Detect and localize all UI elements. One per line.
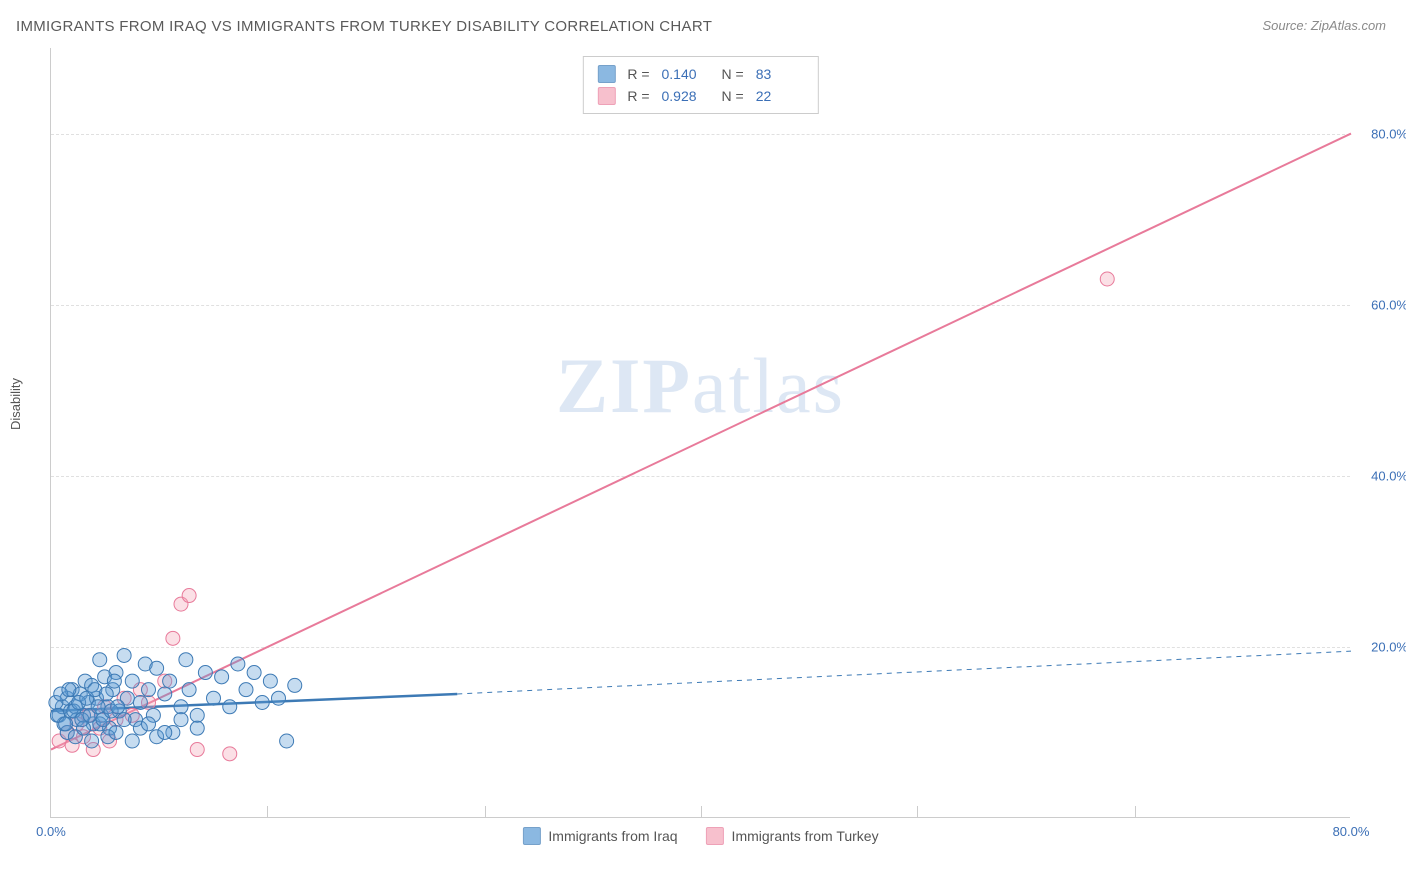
y-tick-label: 60.0%: [1371, 297, 1406, 312]
turkey-r-value: 0.928: [662, 88, 710, 104]
y-tick-label: 80.0%: [1371, 126, 1406, 141]
swatch-turkey: [597, 87, 615, 105]
y-tick-label: 40.0%: [1371, 468, 1406, 483]
legend-stats-box: R = 0.140 N = 83 R = 0.928 N = 22: [582, 56, 818, 114]
legend-label-turkey: Immigrants from Turkey: [732, 828, 879, 844]
chart-plot-area: ZIPatlas R = 0.140 N = 83 R = 0.928 N = …: [50, 48, 1350, 818]
legend-stats-row-iraq: R = 0.140 N = 83: [597, 63, 803, 85]
turkey-n-value: 22: [756, 88, 804, 104]
bottom-legend: Immigrants from Iraq Immigrants from Tur…: [522, 827, 878, 845]
iraq-n-value: 83: [756, 66, 804, 82]
legend-stats-row-turkey: R = 0.928 N = 22: [597, 85, 803, 107]
r-label: R =: [627, 66, 649, 82]
r-label: R =: [627, 88, 649, 104]
source-attribution: Source: ZipAtlas.com: [1262, 18, 1386, 33]
legend-label-iraq: Immigrants from Iraq: [548, 828, 677, 844]
legend-item-iraq: Immigrants from Iraq: [522, 827, 677, 845]
swatch-iraq: [597, 65, 615, 83]
x-tick-label: 80.0%: [1333, 824, 1370, 839]
swatch-turkey: [706, 827, 724, 845]
n-label: N =: [722, 66, 744, 82]
n-label: N =: [722, 88, 744, 104]
legend-item-turkey: Immigrants from Turkey: [706, 827, 879, 845]
swatch-iraq: [522, 827, 540, 845]
x-tick-label: 0.0%: [36, 824, 66, 839]
y-axis-label: Disability: [8, 378, 23, 430]
scatter-plot-svg: [51, 48, 1350, 817]
chart-title: IMMIGRANTS FROM IRAQ VS IMMIGRANTS FROM …: [16, 18, 712, 35]
y-tick-label: 20.0%: [1371, 639, 1406, 654]
iraq-r-value: 0.140: [662, 66, 710, 82]
